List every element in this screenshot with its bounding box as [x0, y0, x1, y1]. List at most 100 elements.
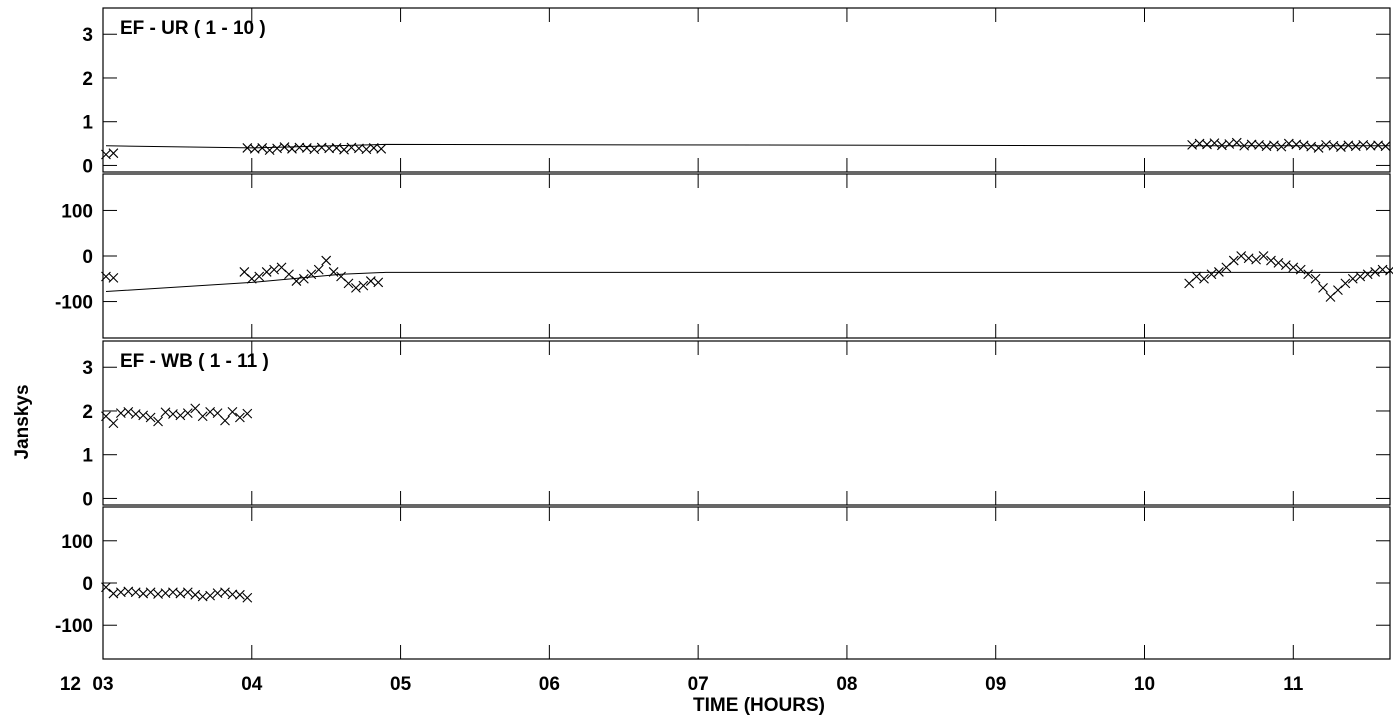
amplitude-data-point	[182, 408, 193, 419]
amplitude-data-point	[339, 144, 349, 155]
phase-data-point	[291, 276, 302, 286]
amplitude-data-point	[138, 410, 149, 421]
phase-data-point	[1355, 271, 1366, 282]
phase-data-point	[205, 590, 216, 601]
phase-data-point	[1288, 262, 1299, 273]
y-tick-label: -100	[55, 293, 93, 314]
phase-data-point	[321, 255, 332, 266]
phase-frame-1	[102, 506, 1391, 660]
phase-data-point	[234, 589, 245, 600]
amplitude-data-point	[1336, 142, 1346, 152]
amplitude-data-point	[108, 418, 119, 429]
amplitude-data-point	[108, 148, 119, 159]
y-tick-label: 0	[82, 156, 93, 177]
amplitude-data-point	[234, 412, 245, 423]
baseline-label: EF - WB ( 1 - 11 )	[120, 351, 269, 372]
phase-data-point	[1303, 269, 1314, 280]
amplitude-data-point	[1313, 143, 1324, 153]
phase-data-point	[1191, 271, 1202, 282]
phase-data-point	[1251, 254, 1261, 265]
y-tick-label: 1	[82, 446, 93, 467]
phase-data-point	[1266, 255, 1276, 266]
x-tick-label: 07	[688, 674, 709, 695]
y-tick-label: 3	[82, 358, 93, 379]
phase-data-point	[1258, 251, 1269, 261]
y-tick-label: 100	[61, 201, 93, 222]
baseline-label: EF - UR ( 1 - 10 )	[120, 18, 266, 39]
phase-data-point	[373, 277, 384, 288]
amplitude-data-point	[1246, 139, 1257, 150]
phase-data-point	[1236, 251, 1247, 261]
phase-data-point	[220, 587, 230, 598]
phase-data-point	[358, 280, 369, 291]
amplitude-data-point	[279, 142, 290, 152]
y-tick-label: 1	[82, 113, 93, 134]
phase-model-line	[105, 271, 1390, 292]
amplitude-data-point	[242, 408, 253, 419]
amplitude-data-point	[264, 145, 275, 156]
date-prefix-label: 12	[60, 674, 81, 695]
amplitude-frame-0	[102, 7, 1391, 173]
phase-data-point	[101, 582, 111, 593]
phase-data-point	[1370, 267, 1381, 277]
x-tick-label: 05	[390, 674, 412, 695]
y-tick-label: 0	[82, 247, 93, 268]
amplitude-data-point	[197, 411, 208, 422]
amplitude-data-point	[1231, 137, 1242, 148]
x-axis-title: TIME (HOURS)	[693, 695, 825, 716]
phase-data-point	[351, 283, 361, 293]
phase-data-point	[298, 273, 309, 284]
phase-data-point	[269, 264, 279, 275]
phase-data-point	[1214, 267, 1224, 277]
x-tick-label: 10	[1134, 674, 1155, 695]
x-tick-label: 03	[92, 674, 113, 695]
phase-data-point	[1385, 265, 1393, 276]
phase-data-point	[343, 278, 354, 289]
phase-data-point	[313, 264, 324, 275]
amplitude-data-point	[376, 143, 387, 154]
amplitude-data-point	[1276, 141, 1287, 152]
phase-data-point	[254, 271, 265, 282]
phase-data-point	[246, 273, 257, 284]
amplitude-data-point	[190, 403, 201, 414]
y-tick-label: 0	[82, 574, 93, 595]
amplitude-data-point	[153, 416, 163, 427]
phase-data-point	[227, 589, 238, 600]
amplitude-data-point	[175, 410, 186, 421]
phase-data-point	[306, 269, 317, 280]
amplitude-frame-1	[102, 340, 1391, 506]
phase-data-point	[328, 267, 339, 277]
amplitude-data-point	[145, 412, 156, 423]
y-tick-label: 2	[82, 69, 93, 90]
phase-data-point	[1228, 255, 1239, 266]
amplitude-data-point	[160, 407, 171, 418]
phase-data-point	[182, 587, 193, 598]
phase-data-point	[145, 587, 156, 598]
phase-data-point	[1362, 269, 1373, 280]
y-tick-label: 3	[82, 25, 93, 46]
x-tick-label: 11	[1283, 674, 1304, 695]
phase-data-point	[1318, 283, 1328, 293]
y-tick-label: 100	[61, 532, 93, 553]
phase-data-point	[108, 272, 119, 283]
amplitude-data-point	[220, 415, 230, 426]
phase-frame-0	[102, 173, 1391, 339]
amplitude-data-point	[309, 144, 320, 155]
amplitude-data-point	[257, 143, 268, 153]
y-tick-label: -100	[55, 616, 93, 637]
amplitude-data-point	[324, 143, 335, 154]
x-tick-label: 06	[539, 674, 560, 695]
phase-data-point	[1295, 264, 1306, 275]
y-tick-label: 0	[82, 489, 93, 510]
phase-data-point	[1340, 278, 1351, 289]
amplitude-data-point	[1365, 140, 1376, 151]
phase-data-point	[1273, 257, 1284, 268]
phase-data-point	[190, 589, 201, 600]
amplitude-data-point	[331, 143, 342, 153]
phase-data-point	[1347, 273, 1358, 284]
x-tick-label: 08	[836, 674, 857, 695]
phase-data-point	[1199, 273, 1209, 284]
phase-data-point	[1280, 260, 1291, 270]
